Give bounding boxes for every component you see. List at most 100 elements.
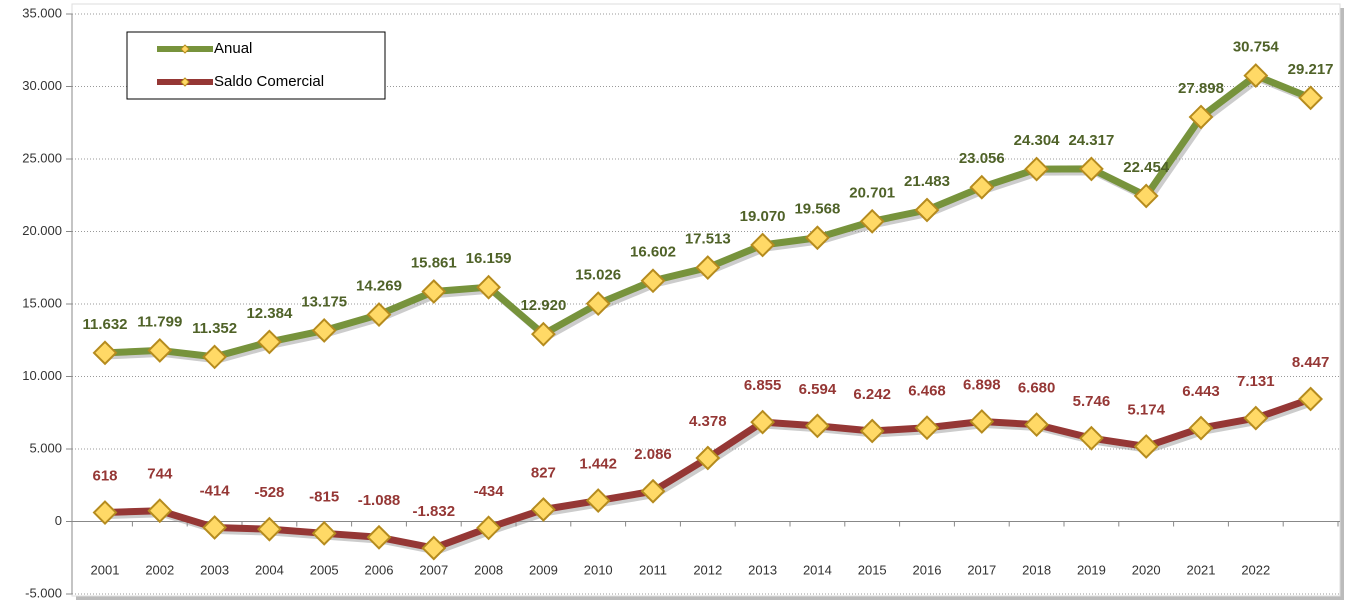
legend-marker	[180, 44, 190, 54]
marker	[1133, 434, 1159, 459]
data-label: 27.898	[1178, 80, 1224, 97]
y-tick-label: 15.000	[22, 295, 62, 310]
data-label: 24.304	[1014, 132, 1061, 149]
x-tick-label: 2010	[584, 562, 613, 577]
data-label: 618	[92, 468, 117, 485]
marker	[366, 524, 392, 550]
data-label: 23.056	[959, 150, 1005, 167]
marker	[476, 274, 502, 300]
x-tick-label: 2022	[1241, 562, 1270, 577]
x-tick-label: 2012	[693, 562, 722, 577]
data-label: 2.086	[634, 446, 672, 463]
marker	[1078, 156, 1104, 182]
marker	[585, 488, 611, 514]
x-tick-label: 2001	[91, 562, 120, 577]
x-tick-label: 2019	[1077, 562, 1106, 577]
legend-marker	[180, 77, 190, 87]
x-tick-label: 2005	[310, 562, 339, 577]
marker	[1298, 386, 1324, 412]
marker	[1024, 156, 1050, 182]
data-label: -434	[474, 483, 505, 500]
marker	[1078, 425, 1104, 451]
marker	[92, 340, 118, 366]
marker	[1133, 183, 1159, 209]
data-label: 15.861	[411, 254, 457, 271]
marker	[585, 291, 611, 317]
data-label: -1.088	[358, 492, 401, 509]
marker	[804, 413, 830, 439]
plot-area	[71, 3, 1341, 597]
marker	[256, 516, 282, 542]
data-label: -815	[309, 488, 339, 505]
data-label: 11.632	[82, 316, 127, 333]
y-tick-label: 25.000	[22, 150, 62, 165]
data-label: 12.920	[520, 297, 566, 314]
marker	[366, 302, 392, 328]
marker	[421, 535, 447, 561]
marker	[750, 409, 776, 435]
x-tick-label: 2006	[365, 562, 394, 577]
marker	[750, 232, 776, 258]
data-label: -528	[254, 484, 284, 501]
data-label: 20.701	[849, 184, 895, 201]
marker	[695, 255, 721, 280]
x-tick-label: 2014	[803, 562, 832, 577]
marker	[640, 268, 666, 294]
x-tick-label: 2004	[255, 562, 284, 577]
marker	[530, 321, 556, 347]
data-label: 14.269	[356, 278, 402, 295]
data-label: 19.568	[794, 201, 840, 218]
data-label: 6.855	[744, 377, 782, 394]
marker	[1243, 405, 1269, 431]
marker	[147, 498, 173, 524]
y-tick-label: -5.000	[25, 585, 62, 600]
marker	[530, 497, 556, 522]
data-label: 21.483	[904, 173, 950, 190]
marker	[311, 520, 337, 546]
x-tick-label: 2021	[1187, 562, 1216, 577]
x-tick-label: 2013	[748, 562, 777, 577]
x-tick-label: 2015	[858, 562, 887, 577]
marker	[1188, 415, 1214, 441]
y-tick-label: 5.000	[29, 440, 62, 455]
data-label: 8.447	[1292, 354, 1330, 371]
data-label: 12.384	[246, 305, 293, 322]
legend-label: Anual	[214, 40, 252, 57]
marker	[1024, 412, 1050, 438]
data-label: 6.594	[799, 381, 837, 398]
data-label: 744	[147, 466, 173, 483]
y-tick-label: 35.000	[22, 5, 62, 20]
data-label: 5.746	[1073, 393, 1111, 410]
data-label: 16.159	[466, 250, 512, 267]
data-label: 22.454	[1123, 159, 1170, 176]
marker	[859, 418, 885, 444]
data-label: 5.174	[1127, 401, 1165, 418]
marker	[1188, 104, 1214, 130]
marker	[147, 337, 173, 363]
x-tick-label: 2016	[913, 562, 942, 577]
data-label: 6.443	[1182, 383, 1220, 400]
marker	[914, 197, 940, 223]
data-label: 24.317	[1068, 132, 1114, 149]
data-label: 19.070	[740, 208, 786, 225]
x-tick-label: 2003	[200, 562, 229, 577]
marker	[640, 478, 666, 504]
marker	[969, 174, 995, 200]
data-label: 30.754	[1233, 39, 1280, 56]
y-tick-label: 0	[55, 513, 62, 528]
marker	[202, 344, 228, 370]
data-label: 6.898	[963, 376, 1001, 393]
x-tick-label: 2007	[419, 562, 448, 577]
data-label: 6.468	[908, 383, 946, 400]
marker	[421, 279, 447, 304]
y-tick-label: 10.000	[22, 368, 62, 383]
data-label: 1.442	[579, 456, 617, 473]
x-tick-label: 2009	[529, 562, 558, 577]
marker	[92, 500, 118, 525]
data-label: 11.799	[137, 313, 182, 330]
data-label: 13.175	[301, 293, 347, 310]
marker	[1298, 85, 1324, 111]
data-label: 6.680	[1018, 380, 1056, 397]
x-tick-label: 2008	[474, 562, 503, 577]
